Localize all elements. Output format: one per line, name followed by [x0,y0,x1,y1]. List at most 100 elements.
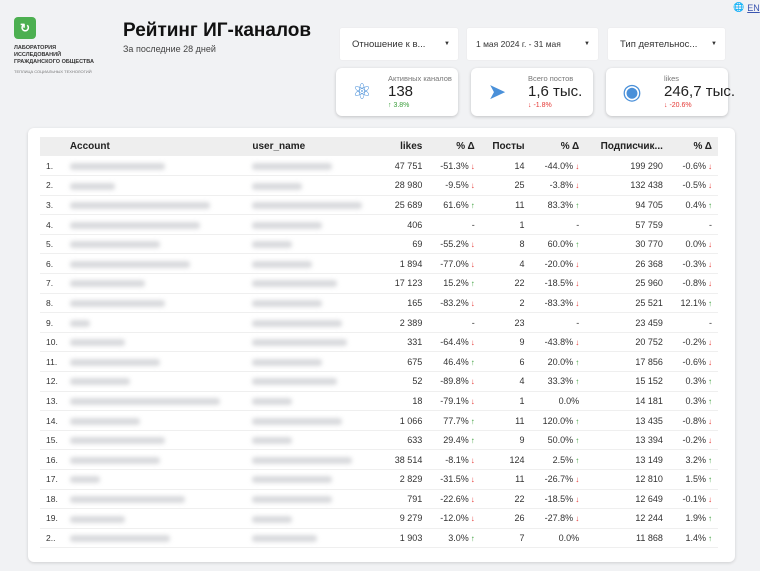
col-posts-delta[interactable]: % Δ [530,137,586,156]
cell-account [63,214,247,235]
cell-posts: 9 [480,332,531,353]
cell-text: 9 279 [399,513,423,524]
cell-text: 8. [46,297,54,308]
cell-text: 3. [46,199,54,210]
table-row[interactable]: 19. 9 279 -12.0% ↓ 26 -27.8% ↓ 12 244 1.9% ↑ [40,508,718,529]
table-row[interactable]: 15. 633 29.4% ↑ 9 50.0% ↑ 13 394 -0.2% ↓ [40,430,718,451]
arrow-up-icon: ↑ [470,357,475,367]
blurred-account [69,515,125,523]
table-row[interactable]: 3. 25 689 61.6% ↑ 11 83.3% ↑ 94 705 0.4% ↑ [40,195,718,216]
table-row[interactable]: 14. 1 066 77.7% ↑ 11 120.0% ↑ 13 435 -0.8% ↓ [40,410,718,431]
col-subscribers-delta[interactable]: % Δ [668,137,718,156]
blurred-username [252,535,318,543]
arrow-up-icon: ↑ [708,514,712,524]
col-likes[interactable]: likes [383,137,429,156]
globe-icon: 🌐 [733,2,745,12]
cell-text: -83.3% [544,297,574,308]
cell-posts-delta: -83.3% ↓ [530,293,586,314]
table-row[interactable]: 18. 791 -22.6% ↓ 22 -18.5% ↓ 12 649 -0.1% ↓ [40,489,718,510]
col-account[interactable]: Account [63,137,247,156]
cell-text: 77.7% [443,415,469,426]
cell-posts: 7 [480,528,531,549]
cell-user-name [246,273,384,294]
cell-text: 6 [519,356,525,367]
cell-text: 47 751 [394,160,423,171]
cell-account [63,175,247,196]
col-user-name[interactable]: user_name [246,137,384,156]
arrow-up-icon: ↑ [575,377,580,387]
cell-user-name [246,489,384,510]
cell-rank: 13. [40,391,64,412]
cell-likes-delta: -31.5% ↓ [428,469,481,490]
cell-rank: 18. [40,489,64,510]
activity-type-dropdown[interactable]: Тип деятельнос... ▼ [608,28,725,60]
table-row[interactable]: 8. 165 -83.2% ↓ 2 -83.3% ↓ 25 521 12.1% ↑ [40,293,718,314]
table-row[interactable]: 4. 406 - 1 - 57 759 - [40,214,718,235]
logo: ↻ ЛАБОРАТОРИЯ ИССЛЕДОВАНИЙ ГРАЖДАНСКОГО … [14,17,124,74]
cell-text: 2.5% [552,454,574,465]
cell-posts-delta: 2.5% ↑ [530,449,586,470]
arrow-up-icon: ↑ [708,377,712,387]
col-likes-delta[interactable]: % Δ [428,137,481,156]
cell-posts: 26 [480,508,531,529]
language-switch[interactable]: 🌐 EN [733,2,760,13]
cell-text: 20 752 [635,337,663,348]
table-row[interactable]: 9. 2 389 - 23 - 23 459 - [40,312,718,333]
cell-text: -77.0% [440,258,469,269]
arrow-down-icon: ↓ [708,494,712,504]
table-row[interactable]: 2.. 1 903 3.0% ↑ 7 0.0% 11 868 1.4% ↑ [40,528,718,549]
cell-text: 1 [519,395,525,406]
arrow-up-icon: ↑ [708,298,712,308]
cell-text: 0.0% [558,533,580,544]
blurred-account [69,476,100,484]
table-row[interactable]: 13. 18 -79.1% ↓ 1 0.0% 14 181 0.3% ↑ [40,391,718,412]
table-row[interactable]: 16. 38 514 -8.1% ↓ 124 2.5% ↑ 13 149 3.2% ↑ [40,449,718,470]
arrow-down-icon: ↓ [470,514,475,524]
table-row[interactable]: 6. 1 894 -77.0% ↓ 4 -20.0% ↓ 26 368 -0.3% ↓ [40,253,718,275]
cell-rank: 1. [40,156,64,177]
paper-plane-icon: ➤ [487,79,507,104]
table-row[interactable]: 2. 28 980 -9.5% ↓ 25 -3.8% ↓ 132 438 -0.5% ↓ [40,175,718,196]
col-subscribers[interactable]: Подписчик... [585,137,669,156]
cell-posts: 11 [480,195,531,216]
blurred-username [252,398,293,406]
filter-relation-dropdown[interactable]: Отношение к в... ▼ [340,28,458,60]
cell-text: -20.0% [544,258,574,269]
arrow-up-icon: ↑ [575,436,580,446]
cell-likes: 38 514 [383,449,429,470]
cell-text: 0.4% [685,199,706,210]
cell-text: -89.8% [440,376,469,387]
arrow-up-icon: ↑ [470,416,475,426]
cell-text: 7. [46,278,54,289]
arrow-down-icon: ↓ [470,338,475,348]
cell-rank: 12. [40,371,64,392]
cell-text: 25 689 [394,199,423,210]
cell-account [63,351,247,373]
cell-text: 17. [46,474,58,485]
cell-posts: 25 [480,175,531,196]
cell-likes-delta: -8.1% ↓ [428,449,481,470]
date-range-dropdown[interactable]: 1 мая 2024 г. - 31 мая ▼ [467,28,598,60]
cell-text: 61.6% [443,199,469,210]
cell-text: 1. [46,160,54,171]
blurred-username [252,476,333,484]
table-row[interactable]: 12. 52 -89.8% ↓ 4 33.3% ↑ 15 152 0.3% ↑ [40,371,718,392]
cell-text: 633 [407,435,423,446]
cell-text: 69 [412,239,423,250]
table-row[interactable]: 5. 69 -55.2% ↓ 8 60.0% ↑ 30 770 0.0% ↓ [40,234,718,255]
table-row[interactable]: 7. 17 123 15.2% ↑ 22 -18.5% ↓ 25 960 -0.8% ↓ [40,273,718,294]
table-row[interactable]: 17. 2 829 -31.5% ↓ 11 -26.7% ↓ 12 810 1.5% ↑ [40,469,718,490]
cell-subscribers: 13 435 [585,410,669,431]
table-row[interactable]: 10. 331 -64.4% ↓ 9 -43.8% ↓ 20 752 -0.2% ↓ [40,332,718,353]
col-posts[interactable]: Посты [480,137,531,156]
cell-text: 83.3% [547,199,574,210]
cell-text: 30 770 [635,239,663,250]
cell-likes: 18 [383,391,429,412]
table-row[interactable]: 1. 47 751 -51.3% ↓ 14 -44.0% ↓ 199 290 -0.6% ↓ [40,156,718,177]
cell-text: 15. [46,435,58,446]
cell-rank: 8. [40,293,64,314]
table-row[interactable]: 11. 675 46.4% ↑ 6 20.0% ↑ 17 856 -0.6% ↓ [40,351,718,373]
cell-likes: 9 279 [383,508,429,529]
arrow-up-icon: ↑ [575,240,580,250]
cell-text: -18.5% [544,278,574,289]
